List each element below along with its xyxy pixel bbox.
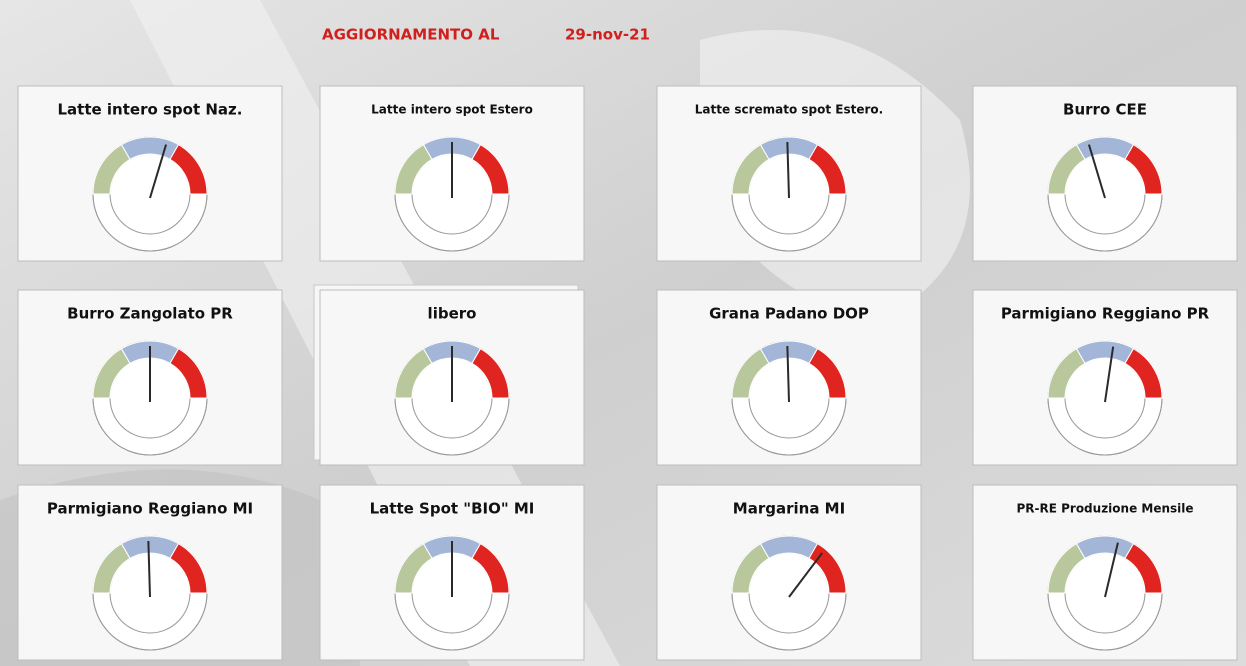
gauge-zone xyxy=(169,347,208,399)
gauge-hub xyxy=(111,155,189,233)
gauge-hub xyxy=(1066,155,1144,233)
gauge-needle xyxy=(1104,542,1119,598)
gauge-zone xyxy=(808,347,847,399)
gauge-zone xyxy=(169,542,208,594)
gauge-needle xyxy=(788,552,823,598)
gauge-zone xyxy=(1124,143,1163,195)
gauge-zone xyxy=(1124,542,1163,594)
gauge-title: Parmigiano Reggiano PR xyxy=(1001,305,1210,323)
gauge-zone xyxy=(169,143,208,195)
header-label: AGGIORNAMENTO AL xyxy=(322,26,500,44)
gauge-title: Margarina MI xyxy=(733,500,845,518)
gauge-title: PR-RE Produzione Mensile xyxy=(1016,502,1193,516)
gauge-zone xyxy=(471,347,510,399)
gauge-zone xyxy=(808,542,847,594)
gauge-title: libero xyxy=(428,305,477,323)
header-date: 29-nov-21 xyxy=(565,26,650,44)
gauge-needle xyxy=(147,540,151,598)
gauge-needle xyxy=(149,144,168,199)
gauge-needle xyxy=(1104,346,1115,403)
gauge-title: Latte scremato spot Estero. xyxy=(695,103,883,117)
gauge-needle xyxy=(786,345,790,403)
gauge-needle xyxy=(1087,144,1106,199)
gauge-title: Latte Spot "BIO" MI xyxy=(370,500,535,518)
gauge-needle xyxy=(786,141,790,199)
gauge-zone xyxy=(471,143,510,195)
gauge-zone xyxy=(471,542,510,594)
gauge-title: Burro CEE xyxy=(1063,101,1147,119)
gauge-zone xyxy=(1124,347,1163,399)
gauge-hub xyxy=(750,554,828,632)
gauge-zone xyxy=(808,143,847,195)
gauge-title: Burro Zangolato PR xyxy=(67,305,233,323)
gauge-title: Latte intero spot Naz. xyxy=(58,101,243,119)
gauge-title: Parmigiano Reggiano MI xyxy=(47,500,253,518)
gauge-title: Grana Padano DOP xyxy=(709,305,869,323)
gauge-title: Latte intero spot Estero xyxy=(371,103,533,117)
